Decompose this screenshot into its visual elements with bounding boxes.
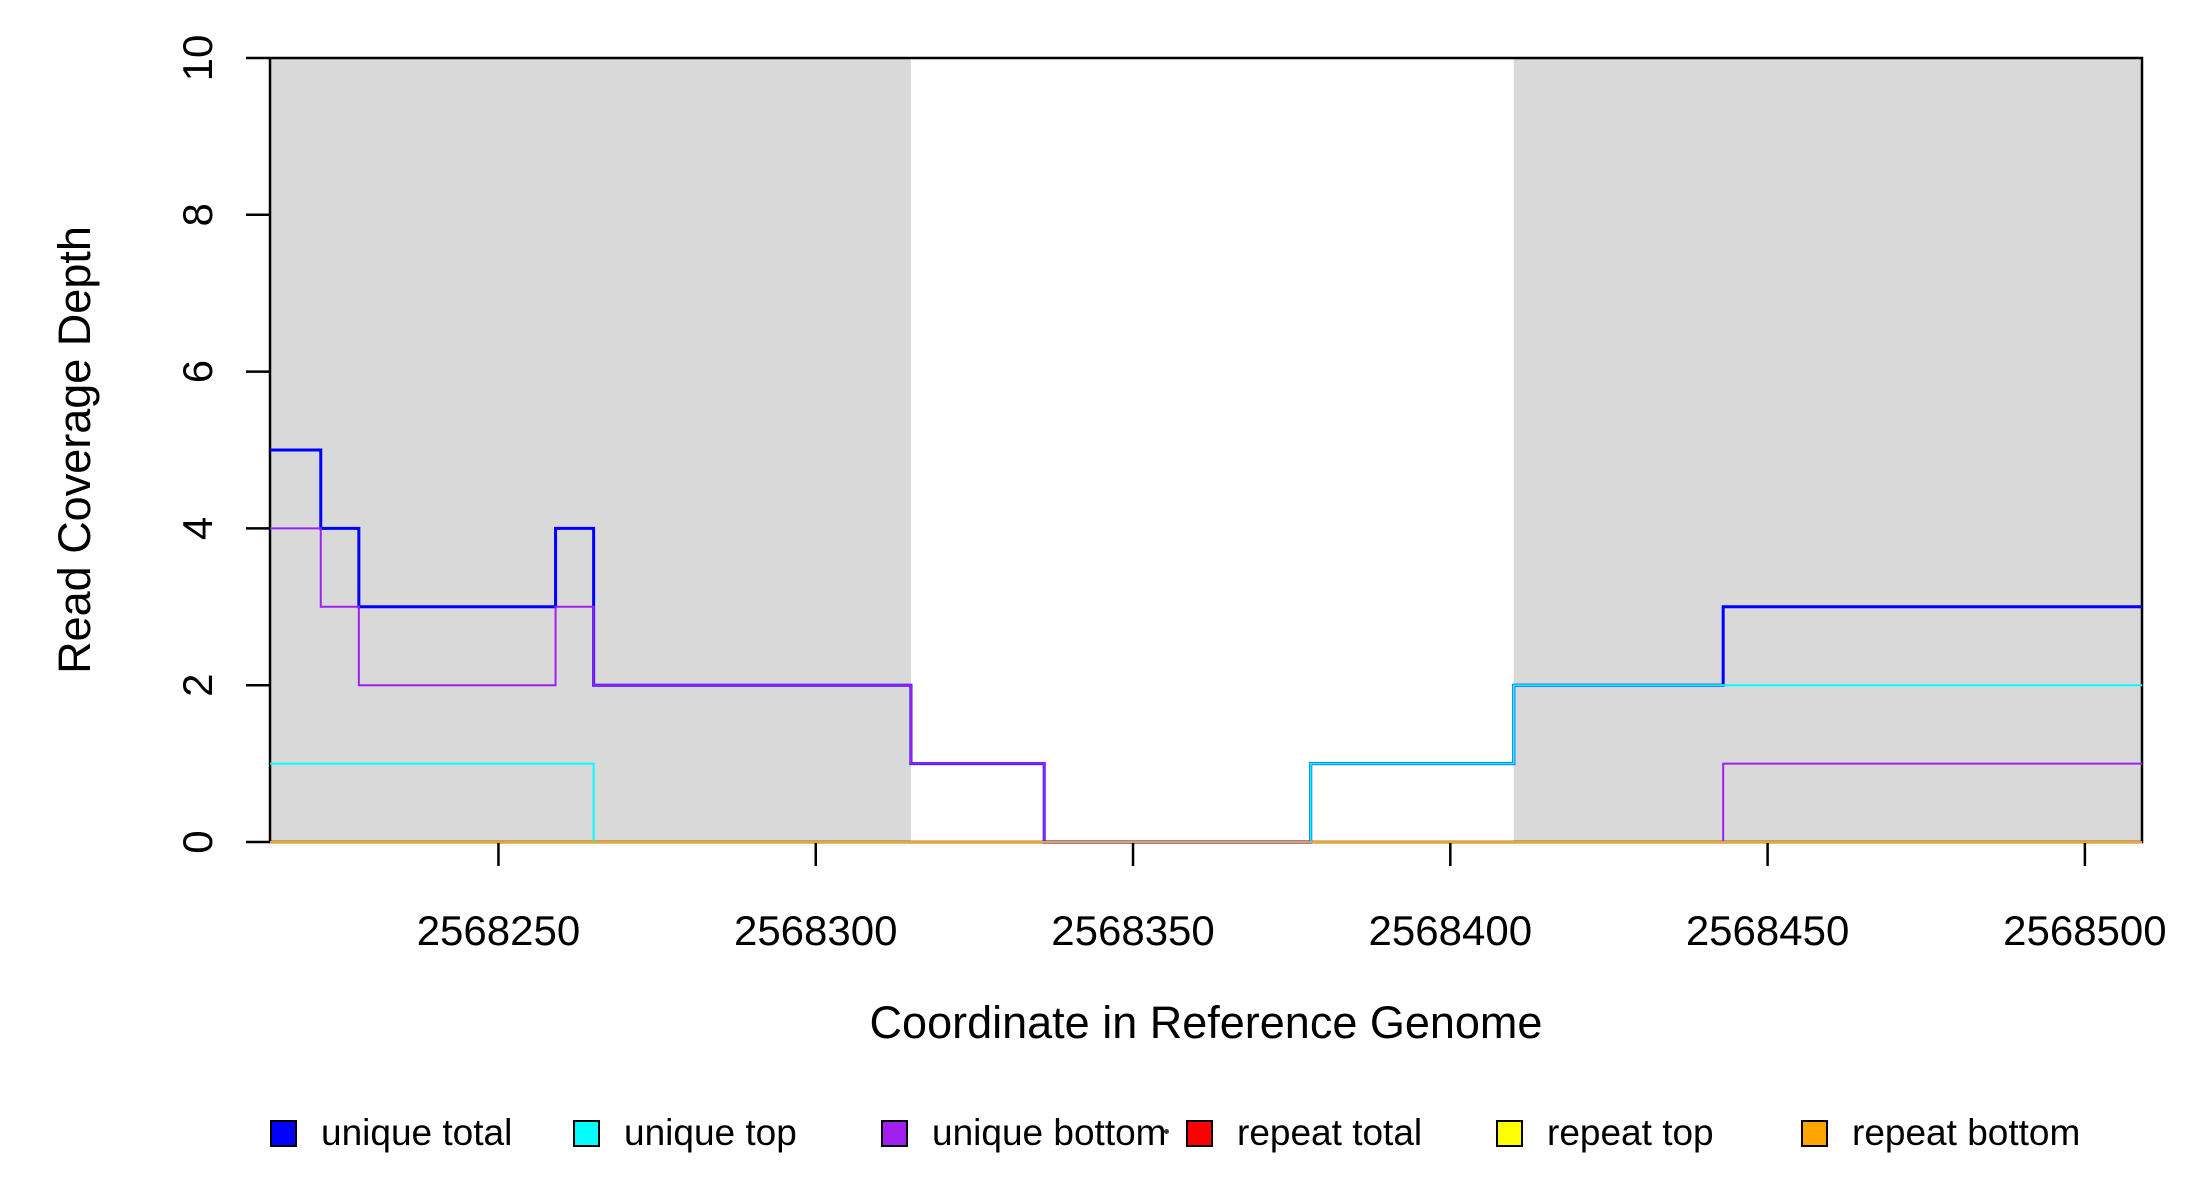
series-lines xyxy=(270,448,2142,844)
axis-tick-labels: 2568250 2568300 2568350 2568400 2568450 25685… xyxy=(174,35,2167,954)
y-tick-label: 2 xyxy=(174,674,221,697)
x-tick-label: 2568250 xyxy=(417,907,581,954)
left-gray-block xyxy=(270,58,911,842)
axis-ticks xyxy=(246,56,2087,866)
y-tick-label: 0 xyxy=(174,830,221,853)
y-axis-title: Read Coverage Depth xyxy=(49,226,100,674)
x-tick-label: 2568350 xyxy=(1051,907,1215,954)
y-tick-label: 4 xyxy=(174,517,221,540)
series-line-unique-top xyxy=(270,684,2142,843)
x-axis-title: Coordinate in Reference Genome xyxy=(870,997,1543,1048)
x-tick-label: 2568400 xyxy=(1369,907,1533,954)
y-tick-label: 10 xyxy=(174,35,221,82)
y-tick-label: 6 xyxy=(174,360,221,383)
shaded-regions xyxy=(270,58,2142,842)
x-tick-label: 2568450 xyxy=(1686,907,1850,954)
y-tick-label: 8 xyxy=(174,203,221,226)
right-gray-block xyxy=(1513,58,2142,842)
stray-dot xyxy=(1164,1129,1169,1134)
x-tick-label: 2568300 xyxy=(734,907,898,954)
x-tick-label: 2568500 xyxy=(2003,907,2167,954)
